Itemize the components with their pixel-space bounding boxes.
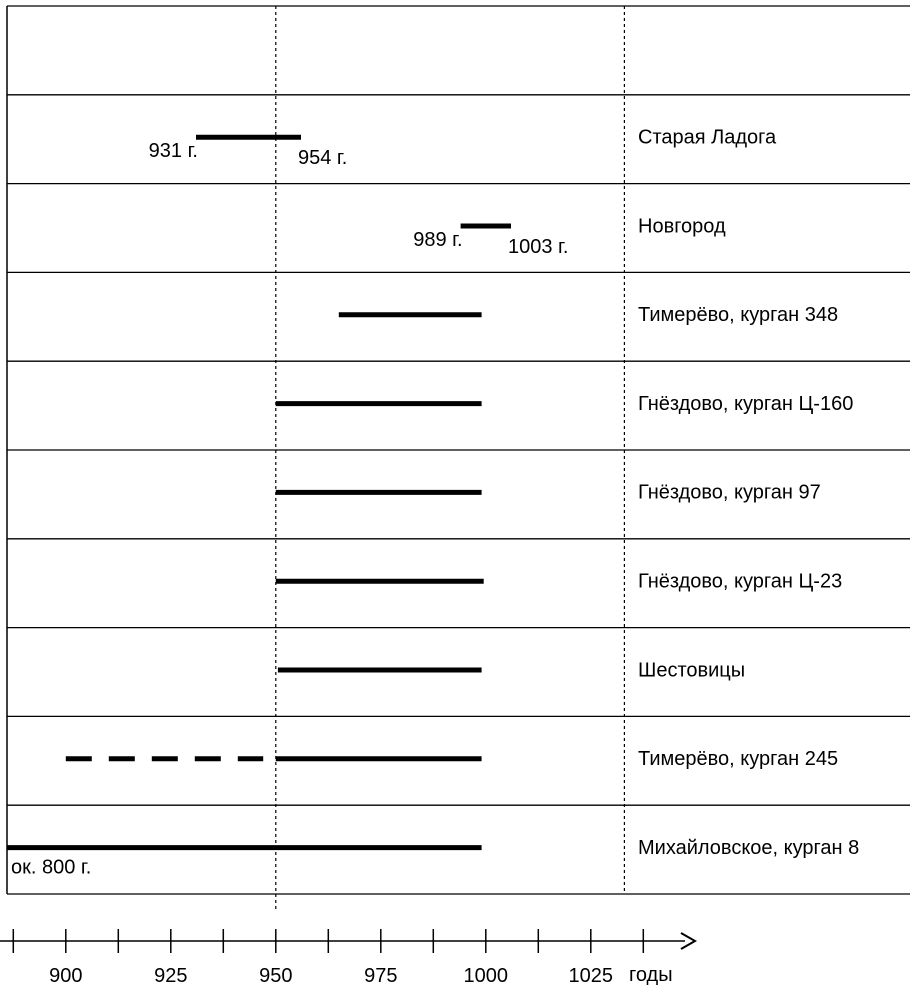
chart-bars [7,134,511,851]
x-tick-label: 900 [49,965,82,986]
x-axis: 900 925 950 975 1000 1025 годы [0,929,698,986]
x-tick-label: 1000 [464,965,509,986]
segment-start-label: 931 г. [149,140,198,162]
row-label: Старая Ладога [638,126,777,148]
row-label: Михайловское, курган 8 [638,837,859,859]
row-label: Новгород [638,215,726,237]
segment-end-label: 1003 г. [508,236,568,258]
segment-start-label: ок. 800 г. [11,857,91,879]
chart-labels: Старая Ладога 931 г. 954 г. Новгород 989 г. 1… [11,126,859,878]
row-label: Шестовицы [638,659,745,681]
x-tick-label: 925 [154,965,187,986]
x-axis-unit: годы [629,964,673,986]
row-label: Тимерёво, курган 245 [638,748,838,770]
row-label: Тимерёво, курган 348 [638,304,838,326]
row-label: Гнёздово, курган Ц-23 [638,570,842,592]
axis-arrow-icon [680,932,698,950]
segment-start-label: 989 г. [413,229,462,251]
chart-grid [6,5,910,910]
x-tick-label: 975 [364,965,397,986]
row-label: Гнёздово, курган 97 [638,482,821,504]
x-tick-label: 1025 [569,965,614,986]
row-label: Гнёздово, курган Ц-160 [638,393,853,415]
x-tick-label: 950 [259,965,292,986]
segment-end-label: 954 г. [298,147,347,169]
